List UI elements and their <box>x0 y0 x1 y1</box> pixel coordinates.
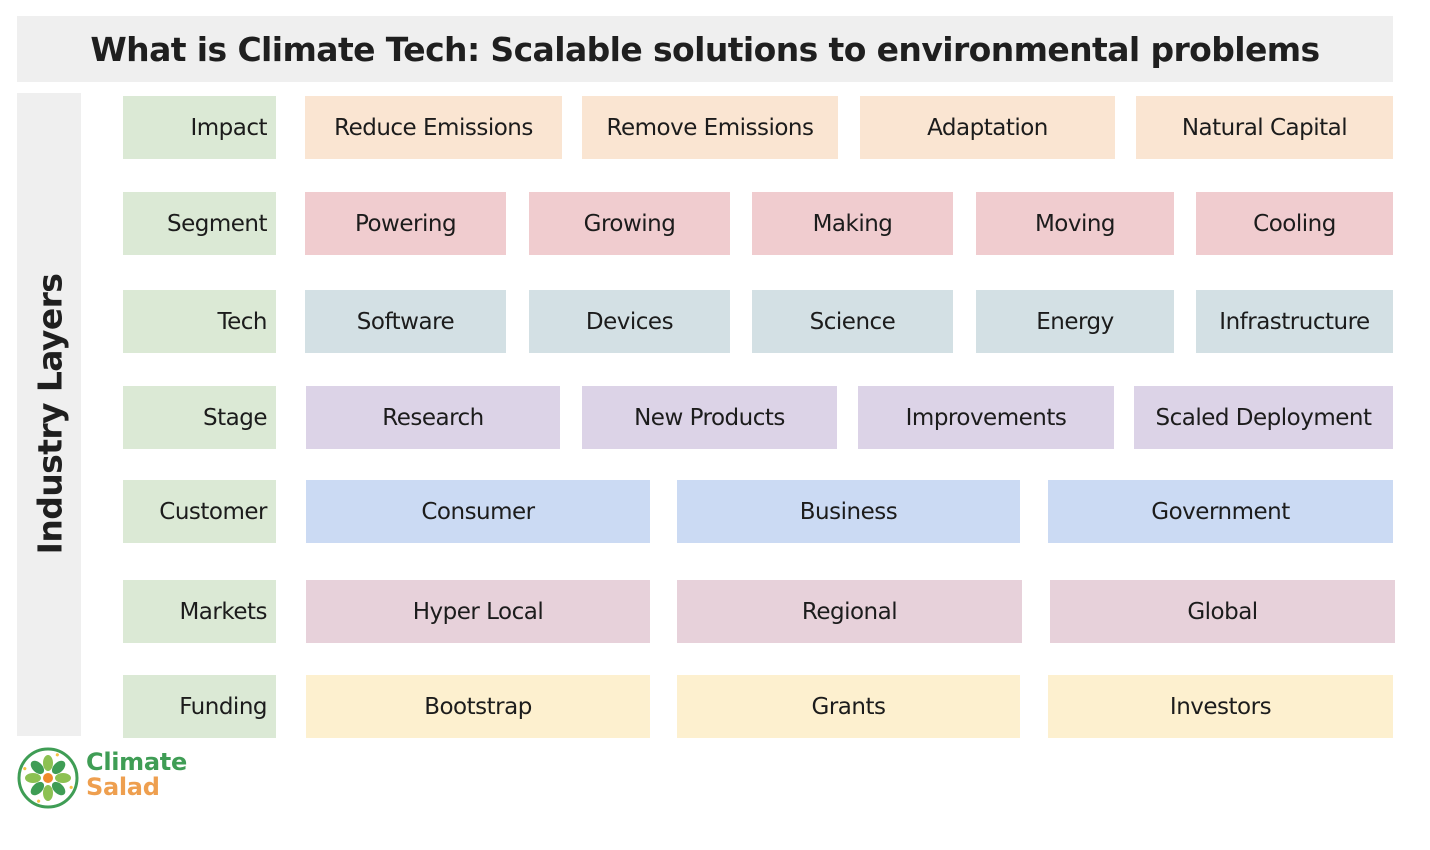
industry-layers-label: Industry Layers <box>30 273 70 555</box>
stage-cell: New Products <box>582 386 837 449</box>
tech-cell: Devices <box>529 290 730 353</box>
row-label-impact: Impact <box>123 96 276 159</box>
funding-cell: Bootstrap <box>306 675 650 738</box>
page-title: What is Climate Tech: Scalable solutions… <box>90 29 1320 69</box>
stage-cell: Improvements <box>858 386 1114 449</box>
impact-cell: Natural Capital <box>1136 96 1393 159</box>
segment-cell: Moving <box>976 192 1174 255</box>
funding-cell: Grants <box>677 675 1020 738</box>
impact-cell: Adaptation <box>860 96 1115 159</box>
markets-cell: Regional <box>677 580 1022 643</box>
row-label-markets: Markets <box>123 580 276 643</box>
funding-cell: Investors <box>1048 675 1393 738</box>
impact-cell: Reduce Emissions <box>305 96 562 159</box>
tech-cell: Infrastructure <box>1196 290 1393 353</box>
tech-cell: Energy <box>976 290 1174 353</box>
logo-text-climate: Climate <box>86 748 187 776</box>
tech-cell: Science <box>752 290 953 353</box>
stage-cell: Research <box>306 386 560 449</box>
title-bar: What is Climate Tech: Scalable solutions… <box>17 16 1393 82</box>
impact-cell: Remove Emissions <box>582 96 838 159</box>
row-label-segment: Segment <box>123 192 276 255</box>
segment-cell: Cooling <box>1196 192 1393 255</box>
markets-cell: Hyper Local <box>306 580 650 643</box>
row-label-funding: Funding <box>123 675 276 738</box>
logo-wordmark: Climate Salad <box>86 750 187 800</box>
customer-cell: Government <box>1048 480 1393 543</box>
row-label-customer: Customer <box>123 480 276 543</box>
customer-cell: Business <box>677 480 1020 543</box>
row-label-tech: Tech <box>123 290 276 353</box>
industry-layers-panel <box>17 93 81 736</box>
row-label-stage: Stage <box>123 386 276 449</box>
logo-text-salad: Salad <box>86 773 160 801</box>
tech-cell: Software <box>305 290 506 353</box>
salad-leaf-logo-icon <box>17 747 79 809</box>
markets-cell: Global <box>1050 580 1395 643</box>
customer-cell: Consumer <box>306 480 650 543</box>
stage-cell: Scaled Deployment <box>1134 386 1393 449</box>
segment-cell: Growing <box>529 192 730 255</box>
segment-cell: Making <box>752 192 953 255</box>
segment-cell: Powering <box>305 192 506 255</box>
